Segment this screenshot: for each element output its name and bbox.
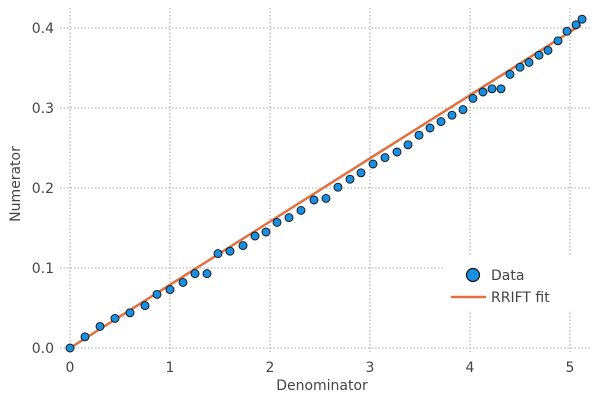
data-point: [225, 246, 235, 256]
data-point: [468, 93, 478, 103]
x-tick-label: 3: [366, 360, 375, 376]
legend-data-marker: [465, 267, 481, 283]
data-point: [515, 62, 525, 72]
data-point: [414, 130, 424, 140]
y-tick-label: 0.2: [32, 181, 54, 197]
data-point: [250, 231, 260, 241]
data-point: [165, 285, 175, 295]
data-point: [152, 289, 162, 299]
data-point: [487, 84, 497, 94]
data-point: [261, 227, 271, 237]
data-point: [392, 147, 402, 157]
data-point: [110, 313, 120, 323]
data-point: [321, 193, 331, 203]
data-point: [345, 174, 355, 184]
data-point: [213, 249, 223, 259]
y-tick-label: 0.3: [32, 101, 54, 117]
x-tick-labels: 0 1 2 3 4 5: [66, 360, 575, 376]
data-point: [272, 217, 282, 227]
data-point: [178, 277, 188, 287]
data-point: [380, 153, 390, 163]
data-point: [202, 269, 212, 279]
data-point: [553, 36, 563, 46]
data-point: [125, 308, 135, 318]
data-point: [577, 14, 587, 24]
legend-background: [445, 256, 590, 310]
y-axis-label: Numerator: [8, 146, 24, 222]
data-point: [571, 20, 581, 30]
data-point: [478, 87, 488, 97]
data-point: [284, 213, 294, 223]
data-point: [543, 45, 553, 55]
data-point: [296, 205, 306, 215]
x-tick-label: 5: [566, 360, 575, 376]
x-tick-label: 4: [466, 360, 475, 376]
data-point: [436, 117, 446, 127]
legend-data-label: Data: [491, 268, 524, 284]
data-point: [80, 332, 90, 342]
data-point: [562, 26, 572, 36]
y-tick-labels: 0.0 0.1 0.2 0.3 0.4: [32, 21, 54, 357]
x-tick-label: 2: [266, 360, 275, 376]
data-point: [368, 159, 378, 169]
data-point: [425, 123, 435, 133]
data-point: [190, 269, 200, 279]
data-point: [458, 105, 468, 115]
legend-fit-label: RRIFT fit: [491, 290, 550, 306]
data-point: [309, 195, 319, 205]
data-point: [403, 140, 413, 150]
data-point: [238, 241, 248, 251]
data-point: [524, 57, 534, 67]
x-tick-label: 0: [66, 360, 75, 376]
data-point: [95, 321, 105, 331]
y-tick-label: 0.0: [32, 341, 54, 357]
x-axis-label: Denominator: [276, 378, 368, 394]
data-point: [505, 69, 515, 79]
data-point: [140, 301, 150, 311]
data-point: [65, 343, 75, 353]
data-point: [496, 84, 506, 94]
data-points-layer: [65, 14, 587, 353]
data-point: [356, 168, 366, 178]
data-point: [333, 182, 343, 192]
legend: Data RRIFT fit: [445, 256, 590, 310]
x-tick-label: 1: [166, 360, 175, 376]
y-tick-label: 0.1: [32, 261, 54, 277]
data-point: [534, 50, 544, 60]
data-point: [447, 110, 457, 120]
y-tick-label: 0.4: [32, 21, 54, 37]
